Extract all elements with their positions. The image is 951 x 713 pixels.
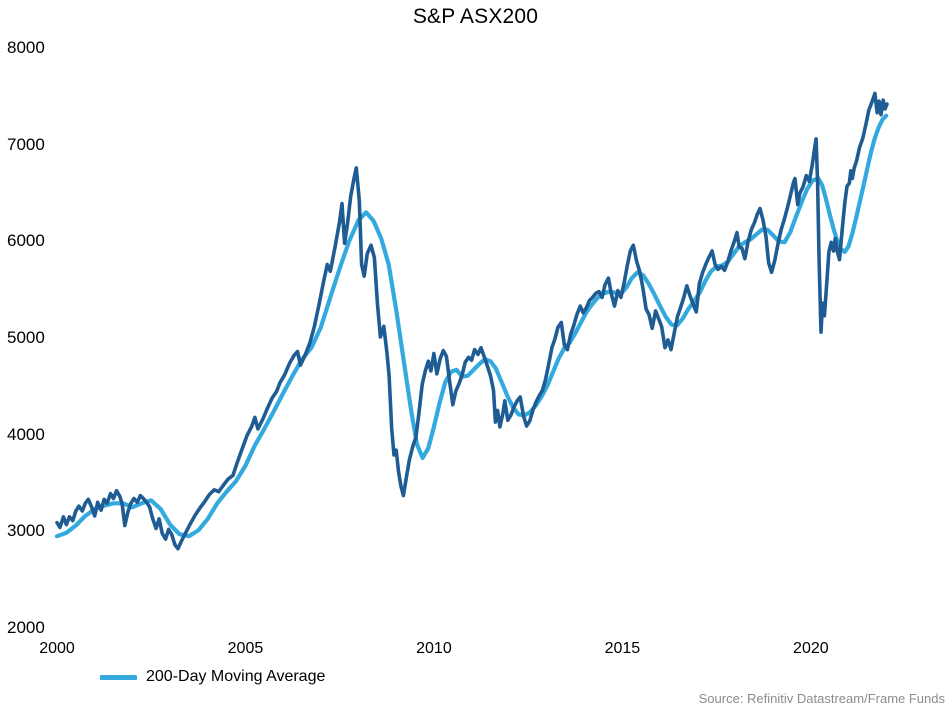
source-note: Source: Refinitiv Datastream/Frame Funds [698, 691, 945, 706]
x-tick-2015: 2015 [604, 640, 641, 657]
legend-label: 200-Day Moving Average [146, 668, 326, 685]
y-tick-6000: 6000 [7, 231, 45, 251]
ma-line-series [54, 113, 889, 539]
index-line-series [55, 91, 889, 551]
x-tick-2005: 2005 [227, 640, 264, 657]
y-tick-4000: 4000 [7, 424, 45, 444]
y-tick-2000: 2000 [7, 618, 45, 637]
y-tick-5000: 5000 [7, 328, 45, 347]
legend: 200-Day Moving Average [100, 668, 325, 686]
y-tick-7000: 7000 [7, 134, 45, 154]
y-tick-3000: 3000 [7, 521, 45, 541]
x-tick-2020: 2020 [793, 640, 829, 657]
ma-line-swatch [100, 674, 137, 680]
x-tick-2000: 2000 [39, 640, 75, 657]
chart-title: S&P ASX200 [412, 5, 539, 28]
y-tick-8000: 8000 [7, 38, 45, 57]
x-tick-2010: 2010 [416, 640, 452, 657]
